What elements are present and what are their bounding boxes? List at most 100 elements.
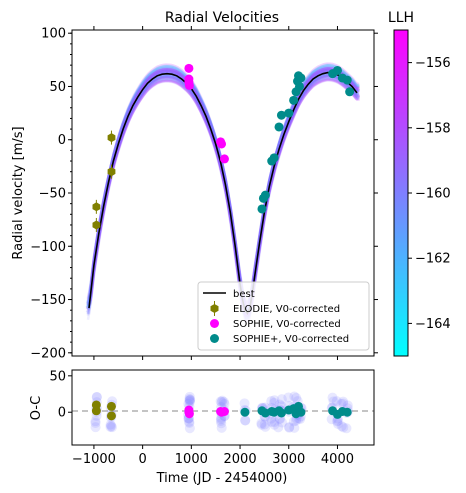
residual-sample xyxy=(219,399,230,410)
posterior-sample-line xyxy=(88,65,360,307)
residual-sample xyxy=(283,392,294,403)
colorbar: LLH −164 −162 −160 −158 −156 xyxy=(388,10,451,357)
residual-sample xyxy=(184,416,195,427)
residual-sample xyxy=(291,392,302,403)
residual-sample xyxy=(266,416,277,427)
sophie-point xyxy=(219,154,229,164)
posterior-sample-line xyxy=(89,78,359,318)
posterior-sample-line xyxy=(86,73,360,321)
posterior-sample-line xyxy=(88,62,360,314)
residual-points xyxy=(91,400,352,421)
residual-sample xyxy=(336,421,347,432)
colorbar-gradient xyxy=(393,29,409,357)
residual-sample xyxy=(266,396,277,407)
x-tick-label: 3000 xyxy=(272,452,305,467)
legend-label-sophie: SOPHIE, V0-corrected xyxy=(233,319,341,330)
sophie-plus-point xyxy=(274,122,284,132)
posterior-sample-line xyxy=(88,66,360,307)
posterior-sample-line xyxy=(86,65,360,314)
legend-box xyxy=(197,281,370,351)
x-tick-label: 0 xyxy=(138,452,146,467)
residual-sample xyxy=(91,391,102,402)
posterior-sample-line xyxy=(85,78,360,316)
sophie-plus-point xyxy=(332,65,342,75)
residual-sample xyxy=(269,419,280,430)
x-tick-label: 2000 xyxy=(224,452,257,467)
posterior-sample-line xyxy=(88,78,360,318)
residual-sample xyxy=(240,415,251,426)
posterior-sample-line xyxy=(89,65,360,307)
residual-sample xyxy=(277,417,288,428)
residual-sample xyxy=(289,391,300,402)
y-tick-label: −200 xyxy=(30,346,66,361)
residual-axis-ticks: 0 50 −1000 0 1000 2000 3000 4000 xyxy=(49,369,354,467)
posterior-sample-line xyxy=(86,63,360,309)
posterior-sample-line xyxy=(86,63,360,311)
y-axis-label: Radial velocity [m/s] xyxy=(11,126,26,259)
y-tick-label: −150 xyxy=(30,293,66,308)
posterior-sample-line xyxy=(87,67,359,304)
residual-sample xyxy=(332,416,343,427)
posterior-sample-line xyxy=(88,67,360,312)
residual-sample xyxy=(106,422,117,433)
sophie-plus-point xyxy=(260,190,270,200)
elodie-residual-point xyxy=(106,401,116,411)
sophie-plus-point xyxy=(342,75,352,85)
colorbar-tick-label: −162 xyxy=(415,252,451,267)
residual-sample xyxy=(185,394,196,405)
elodie-point xyxy=(92,202,101,212)
posterior-sample-line xyxy=(86,69,360,305)
residual-sample xyxy=(256,419,267,430)
posterior-sample-line xyxy=(89,62,360,311)
sophie-plus-residual-point xyxy=(296,407,306,417)
x-tick-label: −1000 xyxy=(72,452,116,467)
x-axis-label: Time (JD - 2454000) xyxy=(156,471,288,486)
residual-sample xyxy=(327,392,338,403)
x-tick-label: 1000 xyxy=(175,452,208,467)
colorbar-tick-label: −160 xyxy=(415,187,451,202)
sophie-point xyxy=(184,80,194,90)
residual-sample xyxy=(217,395,228,406)
residual-sample xyxy=(185,395,196,406)
residual-sample xyxy=(336,398,347,409)
sophie-residual-point xyxy=(219,407,229,417)
residual-sample xyxy=(331,396,342,407)
sophie-plus-point xyxy=(257,204,267,214)
residual-sample xyxy=(216,422,227,433)
residual-plot-area: 0 50 −1000 0 1000 2000 3000 4000 xyxy=(49,369,375,467)
sophie-plus-residual-point xyxy=(240,407,250,417)
residual-sample xyxy=(338,398,349,409)
residual-sample xyxy=(289,422,300,433)
residual-y-tick-label: 50 xyxy=(49,369,66,384)
residual-sample xyxy=(342,400,353,411)
residual-sample xyxy=(216,418,227,429)
posterior-sample-line xyxy=(86,77,360,325)
legend-sophie-marker xyxy=(210,319,219,328)
residual-y-tick-label: 0 xyxy=(58,406,66,421)
main-plot-area: −200 −150 −100 −50 0 50 100 xyxy=(30,26,378,361)
sophie-plus-point xyxy=(276,110,286,120)
colorbar-tick-label: −158 xyxy=(415,121,451,136)
residual-sample xyxy=(256,418,267,429)
elodie-point xyxy=(107,167,116,177)
posterior-sample-line xyxy=(88,77,360,317)
posterior-sample-line xyxy=(87,67,359,310)
sophie-plus-point xyxy=(294,81,304,91)
posterior-sample-line xyxy=(88,79,360,318)
posterior-sample-line xyxy=(89,66,360,310)
residual-sample xyxy=(215,396,226,407)
residual-sample xyxy=(288,416,299,427)
posterior-sample-line xyxy=(86,64,360,310)
colorbar-tick-label: −164 xyxy=(415,317,451,332)
legend-label-elodie: ELODIE, V0-corrected xyxy=(233,304,340,315)
data-points xyxy=(92,63,355,232)
elodie-point xyxy=(92,220,101,230)
colorbar-title: LLH xyxy=(388,10,414,26)
residual-sample xyxy=(184,423,195,434)
residual-sample xyxy=(332,418,343,429)
y-tick-label: 100 xyxy=(41,27,66,42)
residual-sample xyxy=(273,422,284,433)
posterior-sample-line xyxy=(87,67,359,306)
legend: best ELODIE, V0-corrected SOPHIE, V0-cor… xyxy=(197,281,370,351)
